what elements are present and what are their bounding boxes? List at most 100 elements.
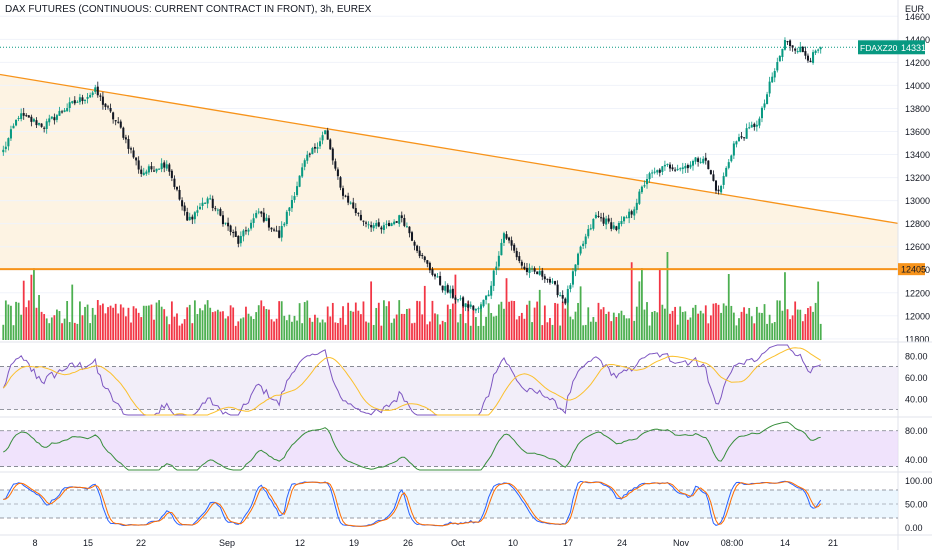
volume-bar <box>393 318 396 340</box>
candle-body <box>743 137 746 139</box>
volume-bar <box>428 321 431 340</box>
volume-bar <box>789 319 791 340</box>
volume-bar <box>145 305 148 340</box>
time-tick-label: 24 <box>617 538 627 548</box>
descending-trendline <box>0 73 899 225</box>
indicator-tick-label: 80.00 <box>905 426 928 436</box>
candle-body <box>112 112 115 120</box>
volume-bar <box>413 322 416 340</box>
candle-body <box>50 116 53 119</box>
price-tick-label: 13800 <box>905 104 930 114</box>
candle-body <box>574 264 577 272</box>
candle-body <box>712 174 715 181</box>
candle-body <box>426 260 429 264</box>
volume-bar <box>275 318 278 340</box>
volume-bar <box>666 252 669 340</box>
volume-bar <box>170 301 173 340</box>
candle-body <box>474 308 477 311</box>
volume-bar <box>201 310 204 340</box>
volume-bar <box>431 300 434 340</box>
candle-body <box>597 215 600 217</box>
volume-bar <box>135 308 138 340</box>
price-tick-label: 13000 <box>905 196 930 206</box>
candle-body <box>101 96 104 105</box>
volume-bar <box>58 311 61 340</box>
volume-bar <box>61 323 63 340</box>
time-tick-label: 21 <box>828 538 838 548</box>
symbol-tag-label: FDAXZ2022 <box>860 43 907 53</box>
candle-body <box>579 246 582 254</box>
candle-body <box>319 141 322 147</box>
indicator-tick-label: 80.00 <box>905 351 928 361</box>
volume-bar <box>477 325 480 340</box>
candle-body <box>531 268 534 270</box>
volume-bar <box>444 322 447 340</box>
price-tick-label: 14000 <box>905 81 930 91</box>
volume-bar <box>620 310 623 340</box>
volume-bar <box>311 321 314 340</box>
rsi-ma-line <box>2 347 821 416</box>
volume-bar <box>518 316 521 340</box>
candle-body <box>456 299 460 301</box>
candle-body <box>523 266 526 270</box>
volume-series <box>2 252 822 340</box>
candle-body <box>17 118 20 120</box>
volume-bar <box>533 307 536 340</box>
candle-body <box>508 237 511 241</box>
candle-body <box>477 308 480 310</box>
volume-bar <box>257 305 260 340</box>
time-tick-label: 19 <box>349 538 359 548</box>
candle-body <box>587 229 590 237</box>
candle-body <box>76 101 79 103</box>
candle-body <box>510 240 513 246</box>
volume-bar <box>96 300 99 340</box>
candle-body <box>748 127 751 129</box>
candle-body <box>441 285 444 291</box>
volume-bar <box>464 323 467 340</box>
volume-bar <box>623 315 625 340</box>
volume-bar <box>38 295 40 340</box>
price-tick-label: 11800 <box>905 334 929 344</box>
volume-bar <box>436 314 439 340</box>
osc-line <box>3 421 821 471</box>
candle-body <box>214 208 217 210</box>
volume-bar <box>474 317 477 340</box>
candle-body <box>814 50 817 54</box>
volume-bar <box>564 308 567 340</box>
volume-bar <box>63 318 66 340</box>
candle-body <box>750 124 753 128</box>
candle-body <box>515 250 518 258</box>
candle-body <box>227 222 230 227</box>
volume-bar <box>426 324 429 340</box>
volume-bar <box>566 292 569 340</box>
volume-bar <box>602 307 605 340</box>
candle-body <box>699 161 702 163</box>
candle-body <box>794 48 797 51</box>
volume-bar <box>390 322 393 340</box>
candle-body <box>298 175 301 187</box>
candle-body <box>610 222 613 229</box>
volume-bar <box>308 317 311 340</box>
volume-bar <box>809 306 812 340</box>
indicator-tick-label: 40.00 <box>905 455 928 465</box>
candle-body <box>324 130 327 135</box>
candle-body <box>262 212 265 222</box>
candle-body <box>403 217 406 226</box>
candle-body <box>786 41 789 43</box>
volume-bar <box>817 281 820 340</box>
volume-bar <box>239 318 242 340</box>
candle-body <box>520 261 523 266</box>
candle-body <box>735 141 738 145</box>
candle-body <box>163 162 166 168</box>
price-tick-label: 14600 <box>905 12 930 22</box>
volume-bar <box>768 314 771 340</box>
candle-body <box>433 274 437 277</box>
price-tick-label: 14200 <box>905 58 930 68</box>
volume-bar <box>411 323 413 340</box>
candle-body <box>84 99 87 101</box>
volume-bar <box>740 311 743 340</box>
candle-body <box>372 225 375 229</box>
volume-bar <box>191 323 194 340</box>
volume-bar <box>508 301 510 340</box>
